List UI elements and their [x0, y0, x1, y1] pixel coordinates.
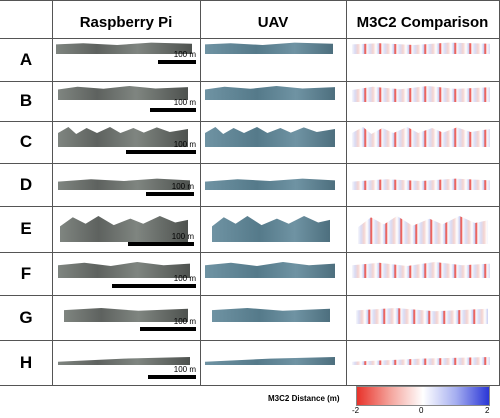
uav-pointcloud-f — [205, 262, 335, 278]
scale-bar-label: 100 m — [173, 274, 196, 283]
scale-bar-label: 100 m — [173, 365, 196, 374]
figure-grid — [0, 0, 500, 386]
grid-line — [0, 121, 500, 122]
uav-pointcloud-b — [205, 86, 335, 100]
row-label-h: H — [19, 352, 33, 372]
scale-bar-g: 100 m — [140, 315, 196, 331]
grid-line — [0, 295, 500, 296]
row-label-f: F — [20, 263, 32, 283]
row-label-d: D — [19, 174, 33, 194]
scale-bar-c: 100 m — [126, 138, 196, 154]
scale-bar-line — [148, 375, 196, 379]
scale-bar-e: 100 m — [128, 230, 194, 246]
m3c2-comparison-a — [352, 42, 490, 54]
grid-line — [0, 163, 500, 164]
uav-pointcloud-h — [205, 357, 335, 365]
scale-bar-label: 100 m — [171, 182, 194, 191]
scale-bar-line — [126, 150, 196, 154]
scale-bar-label: 100 m — [171, 232, 194, 241]
header-m3c2-comparison: M3C2 Comparison — [356, 13, 489, 31]
raspberry-pi-pointcloud-g — [64, 308, 188, 322]
grid-line — [0, 340, 500, 341]
row-label-a: A — [19, 49, 33, 69]
raspberry-pi-pointcloud-d — [58, 178, 190, 190]
scale-bar-line — [150, 108, 196, 112]
grid-line — [0, 81, 500, 82]
raspberry-pi-pointcloud-b — [58, 86, 188, 100]
row-label-c: C — [19, 132, 33, 151]
m3c2-comparison-h — [352, 357, 490, 365]
scale-bar-label: 100 m — [173, 140, 196, 149]
legend-title: M3C2 Distance (m) — [268, 394, 340, 403]
m3c2-comparison-f — [352, 262, 490, 278]
scale-bar-line — [128, 242, 194, 246]
legend-mid-label: 0 — [419, 406, 424, 415]
scale-bar-line — [140, 327, 196, 331]
m3c2-comparison-c — [352, 127, 490, 147]
raspberry-pi-pointcloud-h — [58, 357, 190, 365]
row-label-b: B — [19, 91, 33, 110]
raspberry-pi-pointcloud-a — [56, 42, 192, 54]
raspberry-pi-pointcloud-c — [58, 127, 188, 147]
legend-min-label: -2 — [352, 406, 360, 415]
scale-bar-a: 100 m — [158, 48, 196, 64]
grid-line — [0, 206, 500, 207]
legend-max-label: 2 — [485, 406, 490, 415]
row-label-g: G — [19, 307, 33, 327]
uav-pointcloud-c — [205, 127, 335, 147]
scale-bar-d: 100 m — [146, 180, 194, 196]
grid-line — [0, 38, 500, 39]
scale-bar-line — [112, 284, 196, 288]
scale-bar-label: 100 m — [173, 50, 196, 59]
grid-line — [200, 0, 201, 386]
grid-line — [0, 385, 500, 386]
header-raspberry-pi: Raspberry Pi — [79, 13, 173, 31]
row-label-e: E — [20, 219, 32, 238]
uav-pointcloud-d — [205, 178, 335, 190]
uav-pointcloud-a — [205, 42, 333, 54]
uav-pointcloud-g — [212, 308, 330, 322]
scale-bar-line — [146, 192, 194, 196]
scale-bar-f: 100 m — [112, 272, 196, 288]
grid-line — [0, 252, 500, 253]
m3c2-comparison-b — [352, 86, 490, 102]
grid-line — [0, 0, 500, 1]
m3c2-comparison-g — [356, 308, 488, 324]
m3c2-comparison-d — [352, 178, 490, 190]
grid-line — [346, 0, 347, 386]
raspberry-pi-pointcloud-f — [58, 262, 190, 278]
scale-bar-h: 100 m — [148, 363, 196, 379]
legend-colorbar — [356, 386, 490, 406]
grid-line — [52, 0, 53, 386]
scale-bar-label: 100 m — [173, 317, 196, 326]
header-uav: UAV — [257, 13, 289, 31]
scale-bar-b: 100 m — [150, 96, 196, 112]
scale-bar-label: 100 m — [173, 98, 196, 107]
scale-bar-line — [158, 60, 196, 64]
